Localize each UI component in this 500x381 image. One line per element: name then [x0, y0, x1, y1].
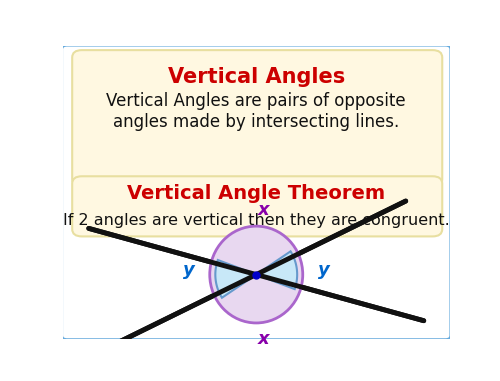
FancyBboxPatch shape [72, 50, 442, 187]
Ellipse shape [210, 226, 303, 323]
Text: x: x [258, 201, 270, 219]
Polygon shape [256, 251, 297, 289]
FancyBboxPatch shape [62, 45, 451, 340]
Text: Vertical Angles are pairs of opposite: Vertical Angles are pairs of opposite [106, 93, 406, 110]
Text: angles made by intersecting lines.: angles made by intersecting lines. [113, 113, 400, 131]
Polygon shape [216, 260, 256, 298]
FancyBboxPatch shape [72, 176, 442, 236]
Text: x: x [258, 330, 270, 348]
Text: y: y [318, 261, 330, 279]
Text: If 2 angles are vertical then they are congruent.: If 2 angles are vertical then they are c… [63, 213, 450, 228]
Text: Vertical Angle Theorem: Vertical Angle Theorem [127, 184, 386, 203]
Text: y: y [182, 261, 194, 279]
Text: Vertical Angles: Vertical Angles [168, 67, 345, 86]
